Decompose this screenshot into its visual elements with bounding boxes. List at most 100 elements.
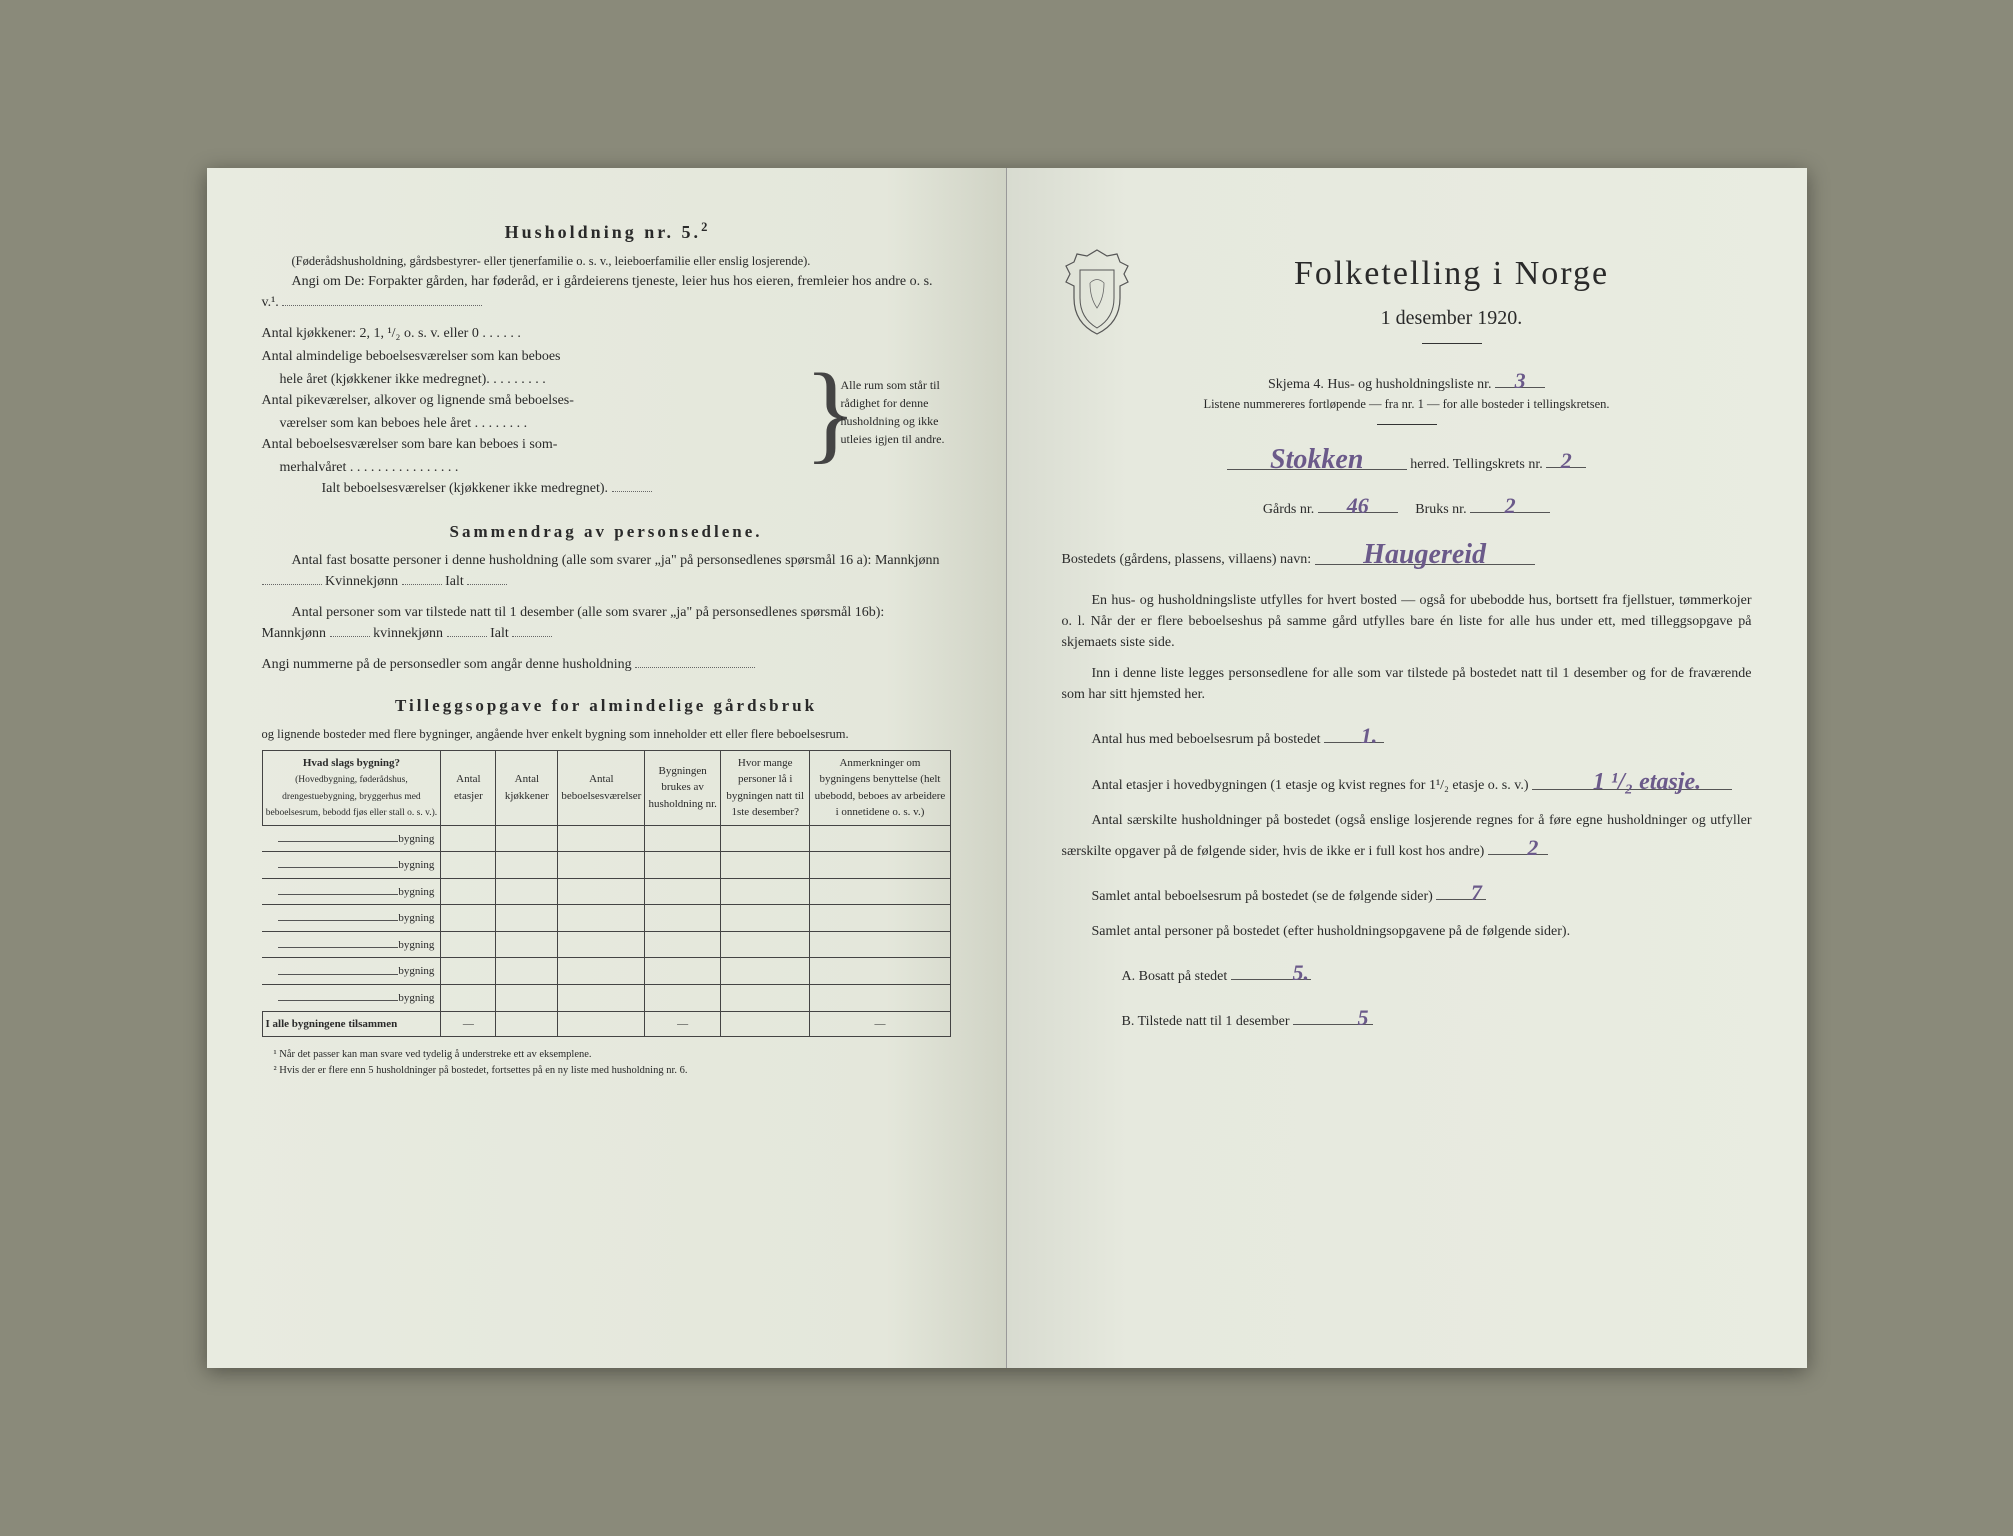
- skjema-nr: 3: [1495, 364, 1545, 388]
- blank: [635, 654, 755, 668]
- table-row: bygning: [262, 931, 950, 958]
- q5a: A. Bosatt på stedet 5.: [1062, 956, 1752, 987]
- blank: [612, 478, 652, 492]
- rooms-b2: værelser som kan beboes hele året . . . …: [262, 413, 821, 434]
- byg: bygning: [398, 859, 434, 871]
- q3-value: 2: [1488, 831, 1548, 855]
- summary-p3: Angi nummerne på de personsedler som ang…: [262, 654, 951, 675]
- rooms-left: Antal kjøkkener: 2, 1, ¹/₂ o. s. v. elle…: [262, 323, 821, 501]
- th3: Antal kjøkkener: [496, 750, 558, 825]
- gards-label: Gårds nr.: [1263, 502, 1314, 517]
- divider: [1377, 424, 1437, 425]
- th1a: Hvad slags bygning?: [303, 757, 400, 769]
- q2-value: 1 ¹/₂ etasje.: [1532, 764, 1732, 790]
- household-5-heading: Husholdning nr. 5.2: [262, 218, 951, 246]
- bosted-line: Bostedets (gårdens, plassens, villaens) …: [1062, 534, 1752, 570]
- table-row: bygning: [262, 905, 950, 932]
- q4-value: 7: [1436, 876, 1486, 900]
- summary-ialt: Ialt: [445, 574, 464, 589]
- supp-title: Tilleggsopgave for almindelige gårdsbruk: [262, 693, 951, 719]
- intro-p2: Inn i denne liste legges personsedlene f…: [1062, 663, 1752, 705]
- q5b: B. Tilstede natt til 1 desember 5: [1062, 1001, 1752, 1032]
- table-head: Hvad slags bygning? (Hovedbygning, føder…: [262, 750, 950, 825]
- brace-icon: }: [821, 323, 841, 501]
- table-row: bygning: [262, 878, 950, 905]
- divider: [1422, 343, 1482, 344]
- rooms-total: Ialt beboelsesværelser (kjøkkener ikke m…: [262, 478, 821, 499]
- blank: [262, 571, 322, 585]
- q2: Antal etasjer i hovedbygningen (1 etasje…: [1062, 764, 1752, 796]
- th7: Anmerkninger om bygningens benyttelse (h…: [810, 750, 950, 825]
- h5-sup: 2: [701, 220, 707, 234]
- herred-label: herred. Tellingskrets nr.: [1410, 457, 1543, 472]
- coat-of-arms-icon: [1062, 248, 1132, 338]
- th6: Hvor mange personer lå i bygningen natt …: [721, 750, 810, 825]
- summary-p1: Antal fast bosatte personer i denne hush…: [262, 550, 951, 592]
- blank: [512, 623, 552, 637]
- document-spread: Husholdning nr. 5.2 (Føderådshusholdning…: [207, 168, 1807, 1368]
- q3: Antal særskilte husholdninger på bostede…: [1062, 810, 1752, 862]
- fn1: ¹ Når det passer kan man svare ved tydel…: [262, 1047, 951, 1063]
- th1: Hvad slags bygning? (Hovedbygning, føder…: [262, 750, 441, 825]
- h5-para1: Angi om De: Forpakter gården, har føderå…: [262, 271, 951, 313]
- footnotes: ¹ Når det passer kan man svare ved tydel…: [262, 1047, 951, 1079]
- blank: [330, 623, 370, 637]
- total-label: I alle bygningene tilsammen: [262, 1011, 441, 1037]
- rooms-total-text: Ialt beboelsesværelser (kjøkkener ikke m…: [322, 481, 609, 496]
- subtitle: 1 desember 1920.: [1152, 303, 1752, 333]
- summary-kv: Kvinnekjønn: [325, 574, 398, 589]
- table-row: bygning: [262, 852, 950, 879]
- h5-title: Husholdning nr. 5.: [505, 222, 701, 242]
- brace-note: Alle rum som står til rådighet for denne…: [841, 323, 951, 501]
- q4-label: Samlet antal beboelsesrum på bostedet (s…: [1092, 889, 1433, 904]
- title-block: Folketelling i Norge 1 desember 1920.: [1152, 248, 1752, 354]
- fn2: ² Hvis der er flere enn 5 husholdninger …: [262, 1063, 951, 1079]
- gards-line: Gårds nr. 46 Bruks nr. 2: [1062, 489, 1752, 520]
- summary-p3-text: Angi nummerne på de personsedler som ang…: [262, 657, 632, 672]
- q5a-value: 5.: [1231, 956, 1311, 980]
- supplementary-table: Hvad slags bygning? (Hovedbygning, føder…: [262, 750, 951, 1038]
- left-page: Husholdning nr. 5.2 (Føderådshusholdning…: [207, 168, 1007, 1368]
- h5-subtitle: (Føderådshusholdning, gårdsbestyrer- ell…: [262, 252, 951, 271]
- bruks-label: Bruks nr.: [1415, 502, 1466, 517]
- byg: bygning: [398, 939, 434, 951]
- q4: Samlet antal beboelsesrum på bostedet (s…: [1062, 876, 1752, 907]
- q1: Antal hus med beboelsesrum på bostedet 1…: [1062, 719, 1752, 750]
- th5: Bygningen brukes av husholdning nr.: [645, 750, 721, 825]
- q5b-value: 5: [1293, 1001, 1373, 1025]
- table-row: bygning: [262, 985, 950, 1012]
- byg: bygning: [398, 833, 434, 845]
- q5b-label: B. Tilstede natt til 1 desember: [1122, 1014, 1290, 1029]
- byg: bygning: [398, 912, 434, 924]
- rooms-b: Antal pikeværelser, alkover og lignende …: [262, 390, 821, 411]
- right-page: Folketelling i Norge 1 desember 1920. Sk…: [1007, 168, 1807, 1368]
- summary-kv2: kvinnekjønn: [373, 626, 443, 641]
- q1-value: 1.: [1324, 719, 1384, 743]
- q1-label: Antal hus med beboelsesrum på bostedet: [1092, 732, 1321, 747]
- table-row: bygning: [262, 825, 950, 852]
- q2-label: Antal etasjer i hovedbygningen (1 etasje…: [1092, 778, 1529, 793]
- main-title: Folketelling i Norge: [1152, 248, 1752, 299]
- herred-line: Stokken herred. Tellingskrets nr. 2: [1062, 439, 1752, 475]
- summary-title: Sammendrag av personsedlene.: [262, 519, 951, 545]
- byg: bygning: [398, 886, 434, 898]
- intro-p1: En hus- og husholdningsliste utfylles fo…: [1062, 590, 1752, 653]
- blank: [467, 571, 507, 585]
- table-row: bygning: [262, 958, 950, 985]
- summary-ialt2: Ialt: [490, 626, 509, 641]
- rooms-a2: hele året (kjøkkener ikke medregnet). . …: [262, 369, 821, 390]
- q5: Samlet antal personer på bostedet (efter…: [1062, 921, 1752, 942]
- herred-value: Stokken: [1227, 439, 1407, 470]
- summary-p2: Antal personer som var tilstede natt til…: [262, 602, 951, 644]
- listene-note: Listene nummereres fortløpende — fra nr.…: [1062, 395, 1752, 414]
- title-row: Folketelling i Norge 1 desember 1920.: [1062, 248, 1752, 354]
- th4: Antal beboelsesværelser: [558, 750, 645, 825]
- th2: Antal etasjer: [441, 750, 496, 825]
- skjema-line: Skjema 4. Hus- og husholdningsliste nr. …: [1062, 364, 1752, 395]
- byg: bygning: [398, 992, 434, 1004]
- gards-nr: 46: [1318, 489, 1398, 513]
- rooms-a: Antal almindelige beboelsesværelser som …: [262, 346, 821, 367]
- table-total-row: I alle bygningene tilsammen ———: [262, 1011, 950, 1037]
- skjema-label: Skjema 4. Hus- og husholdningsliste nr.: [1268, 377, 1492, 392]
- rooms-c: Antal beboelsesværelser som bare kan beb…: [262, 434, 821, 455]
